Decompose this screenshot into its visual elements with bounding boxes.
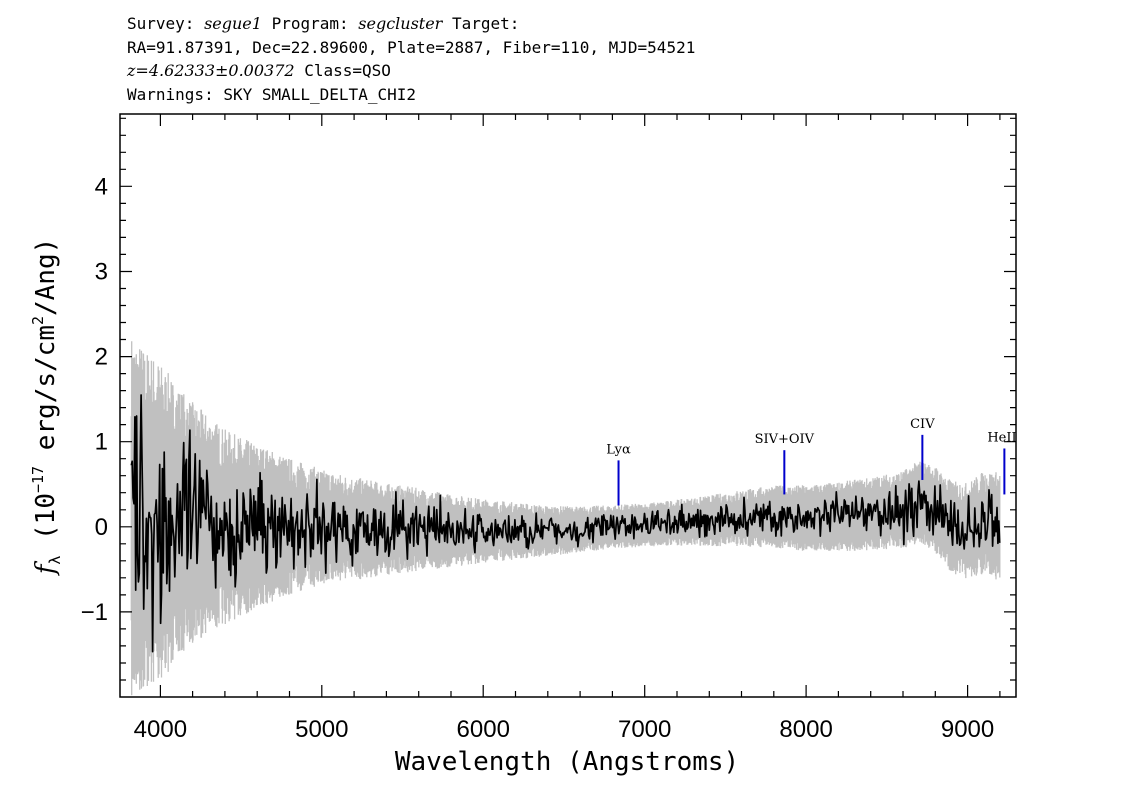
y-tick-label: 4: [95, 173, 108, 200]
x-tick-label: 6000: [457, 716, 510, 743]
redshift-value: z=4.62333±0.00372: [127, 61, 295, 80]
y-tick-label: 0: [95, 514, 108, 541]
header-line-survey: Survey: segue1 Program: segcluster Targe…: [127, 12, 1027, 36]
emission-line-markers: Lyα SIV+OIV CIV HeII: [606, 417, 1017, 506]
y-axis-title: fλ (10−17 erg/s/cm2/Ang): [29, 238, 64, 577]
y-axis-close: /Ang): [31, 238, 61, 316]
flux-layer: [130, 394, 1001, 653]
header-line-warnings: Warnings: SKY SMALL_DELTA_CHI2: [127, 84, 416, 104]
axis-ticks: [120, 114, 1016, 697]
survey-key: Survey:: [127, 14, 205, 33]
class-value: Class=QSO: [294, 61, 391, 80]
x-axis-title: Wavelength (Angstroms): [395, 747, 739, 777]
header-line-redshift: z=4.62333±0.00372 Class=QSO: [127, 59, 1027, 83]
x-tick-label: 7000: [618, 716, 671, 743]
y-tick-label: 2: [95, 344, 108, 371]
flux-line: [130, 394, 1001, 653]
x-tick-label: 8000: [779, 716, 832, 743]
x-tick-label: 4000: [134, 716, 187, 743]
survey-value: segue1: [204, 14, 262, 33]
header-line-coordinates: RA=91.87391, Dec=22.89600, Plate=2887, F…: [127, 37, 696, 57]
x-tick-label: 5000: [295, 716, 348, 743]
target-key: Target:: [442, 14, 520, 33]
emission-line-label: HeII: [987, 430, 1016, 445]
tick-marks: [120, 114, 1016, 697]
x-tick-label: 9000: [941, 716, 994, 743]
emission-line-label: CIV: [910, 417, 935, 432]
y-axis-square: 2: [29, 316, 47, 325]
y-axis-lambda: λ: [46, 556, 64, 565]
x-tick-labels: 4000 5000 6000 7000 8000 9000: [134, 716, 995, 743]
y-axis-unit: erg/s/cm: [31, 325, 61, 466]
y-tick-label: 1: [95, 429, 108, 456]
y-axis-open: (10: [31, 493, 61, 556]
y-tick-label: 3: [95, 258, 108, 285]
plot-frame: [119, 113, 1017, 698]
program-key: Program:: [261, 14, 359, 33]
y-axis-exponent: −17: [29, 466, 47, 493]
emission-line-label: SIV+OIV: [755, 432, 815, 447]
spectrum-header: Survey: segue1 Program: segcluster Targe…: [127, 12, 1027, 106]
emission-line-label: Lyα: [606, 442, 631, 457]
program-value: segcluster: [358, 14, 443, 33]
y-tick-labels: −1 0 1 2 3 4: [81, 173, 108, 626]
y-tick-label: −1: [81, 599, 108, 626]
